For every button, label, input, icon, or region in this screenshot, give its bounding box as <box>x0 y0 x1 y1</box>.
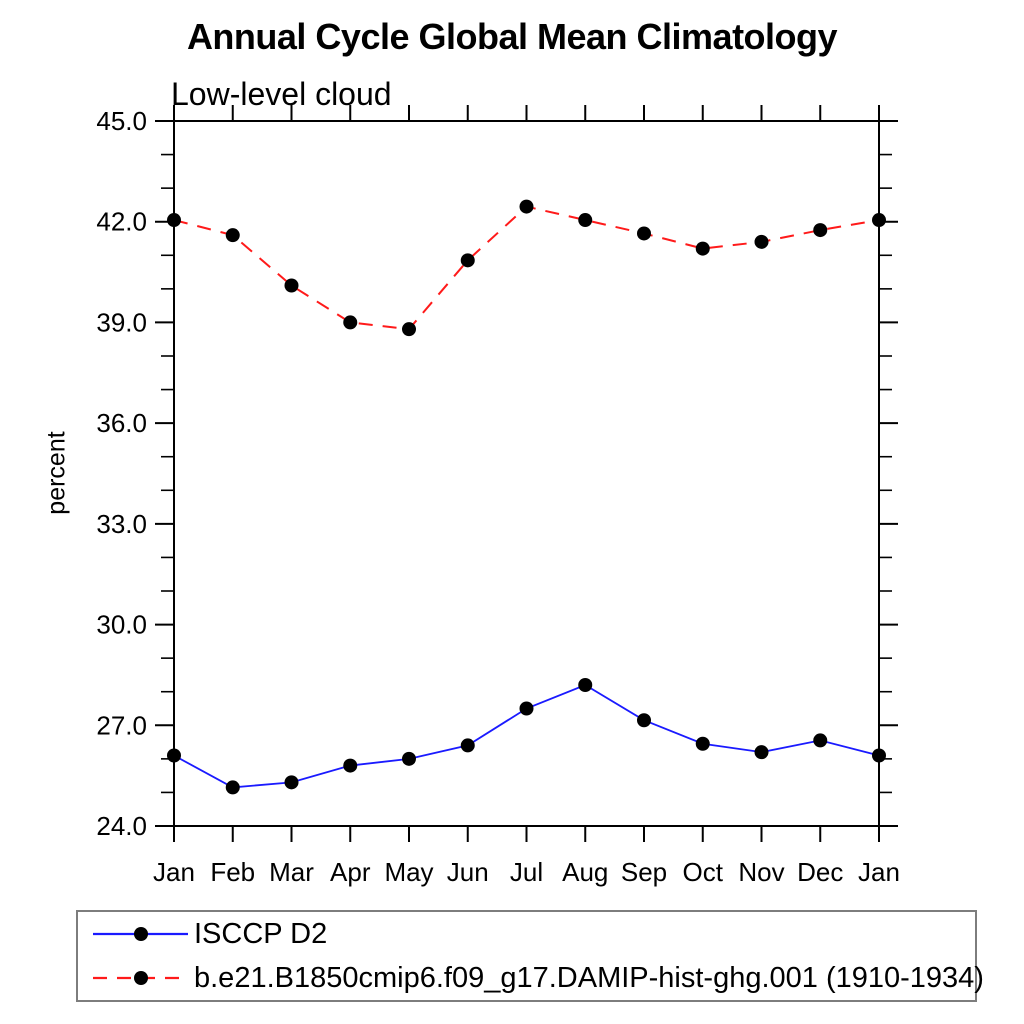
data-point-0-Nov <box>754 745 769 760</box>
x-tick-label: Aug <box>562 857 608 887</box>
data-point-1-Dec <box>813 223 828 238</box>
data-point-1-Mar <box>284 278 299 293</box>
x-tick-label: Jul <box>510 857 543 887</box>
data-point-1-Nov <box>754 234 769 249</box>
legend-marker-dot-icon <box>134 927 148 941</box>
data-point-1-Jul <box>519 199 534 214</box>
y-tick-label: 33.0 <box>96 509 147 539</box>
data-point-1-Aug <box>578 213 593 228</box>
data-point-1-May <box>402 322 416 337</box>
x-tick-label: Jun <box>447 857 489 887</box>
x-tick-label: Jan <box>153 857 195 887</box>
y-tick-label: 45.0 <box>96 106 147 136</box>
legend-label-isccp: ISCCP D2 <box>194 917 328 950</box>
data-point-0-Jan <box>872 748 886 763</box>
x-tick-label: Dec <box>797 857 843 887</box>
x-tick-label: Feb <box>210 857 255 887</box>
data-point-0-Jun <box>460 738 475 753</box>
x-tick-label: Apr <box>330 857 371 887</box>
chart-subtitle: Low-level cloud <box>171 76 392 112</box>
y-tick-label: 30.0 <box>96 610 147 640</box>
series-line-1 <box>173 205 880 331</box>
legend-line-sample-dashed <box>93 971 188 985</box>
data-point-0-Jul <box>519 701 534 716</box>
x-tick-label: Oct <box>683 857 724 887</box>
chart-title: Annual Cycle Global Mean Climatology <box>186 16 838 57</box>
legend-entry-isccp: ISCCP D2 <box>78 912 975 956</box>
data-point-1-Jan <box>167 213 181 228</box>
data-point-0-Sep <box>637 713 651 728</box>
data-point-1-Sep <box>637 226 651 241</box>
data-point-1-Jun <box>460 253 475 268</box>
data-point-0-Oct <box>695 736 710 751</box>
x-tick-label: Mar <box>269 857 314 887</box>
legend-entry-model: b.e21.B1850cmip6.f09_g17.DAMIP-hist-ghg.… <box>78 956 984 1000</box>
data-point-0-May <box>402 751 416 766</box>
data-point-0-Jan <box>167 748 181 763</box>
x-tick-label: Nov <box>738 857 784 887</box>
data-point-1-Oct <box>695 241 710 256</box>
x-tick-label: May <box>384 857 433 887</box>
data-point-0-Dec <box>813 733 828 748</box>
data-point-0-Feb <box>225 780 240 795</box>
x-tick-label: Jan <box>858 857 900 887</box>
data-point-1-Jan <box>872 213 886 228</box>
y-tick-label: 42.0 <box>96 207 147 237</box>
y-tick-label: 24.0 <box>96 811 147 841</box>
legend-line-sample-solid <box>93 927 188 941</box>
data-point-0-Aug <box>578 678 593 692</box>
y-tick-label: 27.0 <box>96 710 147 740</box>
data-point-1-Feb <box>225 228 240 243</box>
series-line-0 <box>173 683 880 789</box>
data-point-1-Apr <box>343 315 358 330</box>
data-point-0-Mar <box>284 775 299 790</box>
x-tick-label: Sep <box>621 857 667 887</box>
legend-marker-dot-icon <box>134 971 148 985</box>
y-tick-label: 36.0 <box>96 408 147 438</box>
data-point-0-Apr <box>343 758 358 773</box>
legend-box: ISCCP D2 b.e21.B1850cmip6.f09_g17.DAMIP-… <box>76 910 984 1002</box>
legend-label-model: b.e21.B1850cmip6.f09_g17.DAMIP-hist-ghg.… <box>194 961 984 994</box>
y-tick-label: 39.0 <box>96 307 147 337</box>
